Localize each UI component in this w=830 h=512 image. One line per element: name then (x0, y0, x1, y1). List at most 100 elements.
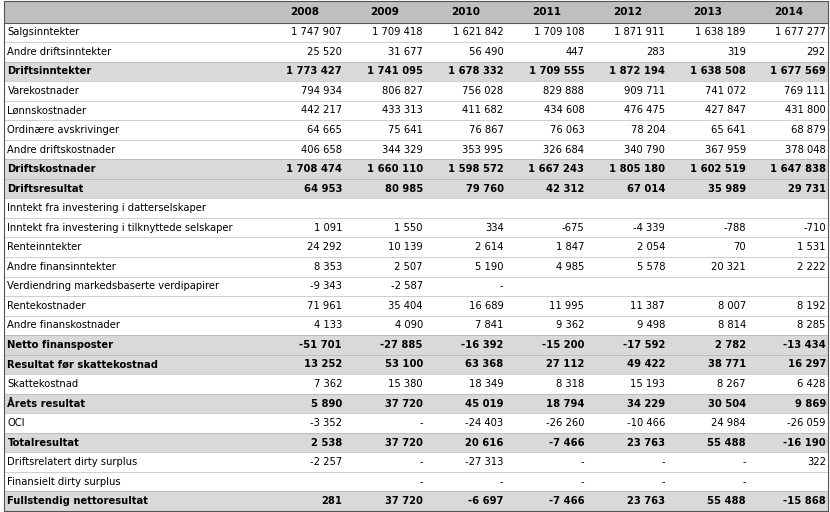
Bar (264, 492, 344, 511)
Text: 80 985: 80 985 (384, 184, 422, 194)
Bar (506, 413, 587, 433)
Text: 35 404: 35 404 (388, 301, 422, 311)
Bar (344, 315, 425, 335)
Bar (587, 335, 667, 355)
Bar (749, 140, 828, 159)
Bar (587, 218, 667, 238)
Text: -: - (419, 418, 422, 428)
Bar (587, 374, 667, 394)
Text: -10 466: -10 466 (627, 418, 665, 428)
Bar (587, 179, 667, 198)
Bar (667, 23, 749, 42)
Text: 35 989: 35 989 (708, 184, 746, 194)
Bar (344, 120, 425, 140)
Text: -710: -710 (803, 223, 826, 232)
Text: 42 312: 42 312 (546, 184, 584, 194)
Text: 5 190: 5 190 (475, 262, 504, 272)
Text: 7 362: 7 362 (314, 379, 342, 389)
Bar (749, 335, 828, 355)
Bar (425, 374, 506, 394)
Bar (264, 61, 344, 81)
Text: -17 592: -17 592 (622, 340, 665, 350)
Bar (667, 453, 749, 472)
Text: -: - (419, 457, 422, 467)
Text: 76 867: 76 867 (469, 125, 504, 135)
Text: 806 827: 806 827 (382, 86, 422, 96)
Text: -13 434: -13 434 (783, 340, 826, 350)
Bar (506, 257, 587, 276)
Text: 2014: 2014 (774, 7, 803, 17)
Text: 1 872 194: 1 872 194 (609, 67, 665, 76)
Bar (506, 296, 587, 315)
Text: 8 814: 8 814 (718, 321, 746, 330)
Text: 10 139: 10 139 (388, 242, 422, 252)
Bar (749, 159, 828, 179)
Bar (344, 101, 425, 120)
Bar (749, 42, 828, 61)
Bar (667, 81, 749, 101)
Text: 78 204: 78 204 (631, 125, 665, 135)
Text: 1 621 842: 1 621 842 (453, 27, 504, 37)
Text: 23 763: 23 763 (627, 438, 665, 447)
Text: 20 321: 20 321 (711, 262, 746, 272)
Bar (425, 257, 506, 276)
Bar (587, 433, 667, 453)
Bar (4, 374, 264, 394)
Text: Varekostnader: Varekostnader (7, 86, 80, 96)
Text: 20 616: 20 616 (466, 438, 504, 447)
Bar (264, 472, 344, 492)
Bar (344, 179, 425, 198)
Bar (667, 315, 749, 335)
Text: 2 614: 2 614 (475, 242, 504, 252)
Bar (4, 179, 264, 198)
Text: 281: 281 (321, 496, 342, 506)
Bar (264, 81, 344, 101)
Bar (506, 315, 587, 335)
Bar (264, 374, 344, 394)
Text: 11 995: 11 995 (549, 301, 584, 311)
Bar (749, 23, 828, 42)
Text: Totalresultat: Totalresultat (7, 438, 80, 447)
Text: -16 190: -16 190 (784, 438, 826, 447)
Text: 79 760: 79 760 (466, 184, 504, 194)
Text: 45 019: 45 019 (465, 398, 504, 409)
Bar (264, 276, 344, 296)
Bar (749, 257, 828, 276)
Bar (749, 296, 828, 315)
Text: 829 888: 829 888 (544, 86, 584, 96)
Text: 334: 334 (485, 223, 504, 232)
Text: -26 059: -26 059 (788, 418, 826, 428)
Bar (4, 140, 264, 159)
Bar (264, 179, 344, 198)
Bar (587, 23, 667, 42)
Bar (667, 433, 749, 453)
Bar (4, 335, 264, 355)
Bar (587, 296, 667, 315)
Bar (749, 433, 828, 453)
Bar (344, 23, 425, 42)
Text: 16 689: 16 689 (469, 301, 504, 311)
Bar (667, 394, 749, 413)
Text: 18 794: 18 794 (546, 398, 584, 409)
Text: 68 879: 68 879 (791, 125, 826, 135)
Bar (264, 433, 344, 453)
Text: 5 578: 5 578 (637, 262, 665, 272)
Bar (667, 101, 749, 120)
Bar (344, 1, 425, 23)
Text: 1 667 243: 1 667 243 (529, 164, 584, 174)
Bar (344, 355, 425, 374)
Bar (4, 1, 264, 23)
Text: 442 217: 442 217 (301, 105, 342, 115)
Bar (4, 453, 264, 472)
Text: 24 984: 24 984 (711, 418, 746, 428)
Text: 431 800: 431 800 (785, 105, 826, 115)
Bar (749, 276, 828, 296)
Bar (264, 120, 344, 140)
Bar (425, 276, 506, 296)
Text: 8 267: 8 267 (717, 379, 746, 389)
Text: 1 638 189: 1 638 189 (696, 27, 746, 37)
Bar (4, 394, 264, 413)
Text: 55 488: 55 488 (707, 496, 746, 506)
Bar (4, 276, 264, 296)
Text: 71 961: 71 961 (307, 301, 342, 311)
